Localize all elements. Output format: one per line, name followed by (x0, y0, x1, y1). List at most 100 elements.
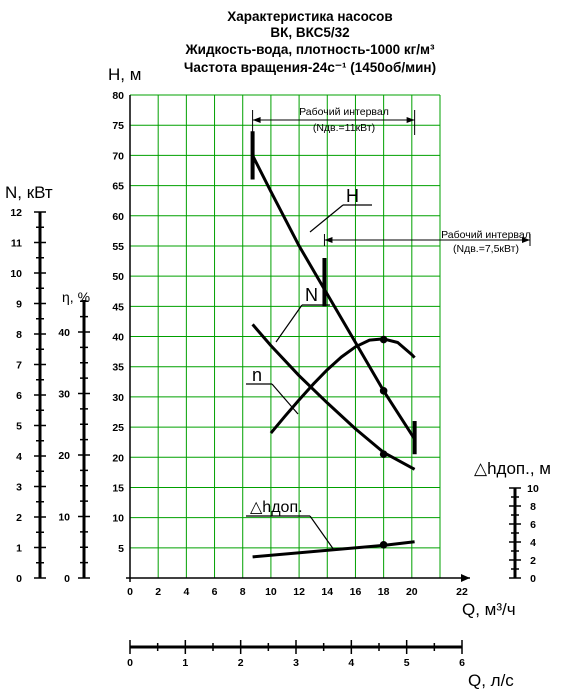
working-interval-11kw: Рабочий интервал (Nдв.=11кВт) (252, 106, 416, 135)
h-tick-label: 10 (112, 513, 124, 525)
h-axis: 5 10 15 20 25 30 35 40 45 50 55 60 65 70 75 80 (112, 90, 131, 582)
interval-1-arrow-right (406, 117, 415, 123)
q-tick-label: 2 (155, 586, 161, 598)
q-ls-tick-label: 5 (404, 657, 410, 669)
dh-tick-label: 8 (530, 501, 536, 513)
interval-2-sub: (Nдв.=7,5кВт) (453, 243, 519, 255)
data-point-marker (379, 387, 388, 395)
q-tick-label: 12 (293, 586, 305, 598)
dh-curve-label: △hдоп. (250, 499, 303, 516)
h-tick-label: 75 (112, 120, 124, 132)
dh-tick-label: 6 (530, 519, 536, 531)
curves (250, 131, 417, 559)
eta-axis: 0 10 20 30 40 (58, 300, 90, 585)
dh-tick-label: 0 (530, 573, 536, 585)
dh-axis: 0 2 4 6 8 10 (509, 483, 539, 585)
q-axis-ls: 0 1 2 3 4 5 6 (127, 640, 465, 669)
n-curve-label: N (305, 285, 318, 305)
q-tick-label: 16 (350, 586, 362, 598)
h-tick-label: 70 (112, 150, 124, 162)
eta-label-leader (271, 383, 299, 415)
dh-label-leader (309, 515, 335, 551)
interval-1-title: Рабочий интервал (299, 106, 389, 118)
q-axis-arrow (461, 574, 470, 582)
q-ls-tick-label: 1 (182, 657, 188, 669)
interval-2-title: Рабочий интервал (441, 229, 531, 241)
title-line-1: Характеристика насосов (227, 9, 392, 24)
eta-tick-label: 40 (58, 327, 70, 339)
h-tick-label: 55 (112, 241, 124, 253)
q-tick-label: 22 (456, 586, 468, 598)
interval-2-arrow-right (522, 237, 530, 243)
q-ls-tick-label: 6 (459, 657, 465, 669)
q-tick-label: 18 (378, 586, 390, 598)
n-tick-label: 10 (10, 268, 22, 280)
n-tick-label: 5 (16, 421, 22, 433)
dh-tick-label: 10 (527, 483, 539, 495)
n-axis-label: N, кВт (5, 183, 53, 202)
data-point-marker (379, 540, 388, 549)
eta-tick-label: 0 (64, 573, 70, 585)
n-tick-label: 4 (16, 451, 22, 463)
eta-tick-label: 10 (58, 512, 70, 524)
n-tick-label: 1 (16, 543, 22, 555)
title-line-2: ВК, ВКС5/32 (270, 25, 349, 40)
q-tick-label: 4 (183, 586, 189, 598)
h-tick-label: 5 (118, 543, 124, 555)
eta-curve-label: n (252, 365, 262, 385)
q-axis-m3h: 0 2 4 6 8 10 12 14 16 18 20 22 (126, 574, 470, 598)
q-tick-label: 8 (240, 586, 246, 598)
n-tick-label: 3 (16, 482, 22, 494)
curve-labels: H N n △hдоп. (246, 186, 372, 551)
q-tick-label: 0 (127, 586, 133, 598)
h-tick-label: 15 (112, 482, 124, 494)
h-tick-label: 40 (112, 332, 124, 344)
series-eta-line (269, 337, 416, 435)
h-label-leader (309, 204, 344, 233)
data-point-marker (379, 450, 388, 459)
dh-tick-label: 4 (530, 537, 536, 549)
q-tick-label: 20 (406, 586, 418, 598)
markers (379, 335, 388, 549)
q-ls-axis-label: Q, л/с (468, 671, 514, 690)
q-tick-label: 14 (321, 586, 333, 598)
eta-tick-label: 20 (58, 450, 70, 462)
h-axis-label: H, м (108, 65, 141, 84)
q-m3h-axis-label: Q, м³/ч (462, 600, 516, 619)
dh-tick-label: 2 (530, 555, 536, 567)
working-interval-7-5kw: Рабочий интервал (Nдв.=7,5кВт) (323, 229, 531, 255)
q-ls-tick-label: 3 (293, 657, 299, 669)
eta-tick-label: 30 (58, 389, 70, 401)
title-line-4: Частота вращения-24с⁻¹ (1450об/мин) (184, 60, 436, 75)
eta-axis-label: η, % (62, 289, 90, 305)
n-tick-label: 2 (16, 512, 22, 524)
interval-2-arrow-left (324, 237, 333, 243)
n-tick-label: 9 (16, 299, 22, 311)
interval-1-arrow-left (252, 117, 261, 123)
h-tick-label: 80 (112, 90, 124, 102)
h-tick-label: 65 (112, 181, 124, 193)
q-ls-tick-label: 2 (238, 657, 244, 669)
h-tick-label: 50 (112, 271, 124, 283)
n-tick-label: 7 (16, 360, 22, 372)
n-tick-label: 6 (16, 390, 22, 402)
title-line-3: Жидкость-вода, плотность-1000 кг/м³ (184, 42, 435, 57)
q-tick-label: 6 (212, 586, 218, 598)
data-point-marker (379, 335, 388, 344)
q-ls-tick-label: 0 (127, 657, 133, 669)
h-tick-label: 30 (112, 392, 124, 404)
interval-1-sub: (Nдв.=11кВт) (313, 122, 375, 134)
n-tick-label: 8 (16, 329, 22, 341)
dh-axis-label: △hдоп., м (474, 459, 551, 478)
h-tick-label: 25 (112, 422, 124, 434)
h-tick-label: 35 (112, 362, 124, 374)
h-curve-label: H (346, 186, 359, 206)
n-tick-label: 11 (11, 238, 22, 250)
n-label-leader (275, 304, 303, 343)
h-tick-label: 60 (112, 211, 124, 223)
n-tick-label: 0 (16, 573, 22, 585)
h-tick-label: 20 (112, 452, 124, 464)
q-tick-label: 10 (265, 586, 277, 598)
